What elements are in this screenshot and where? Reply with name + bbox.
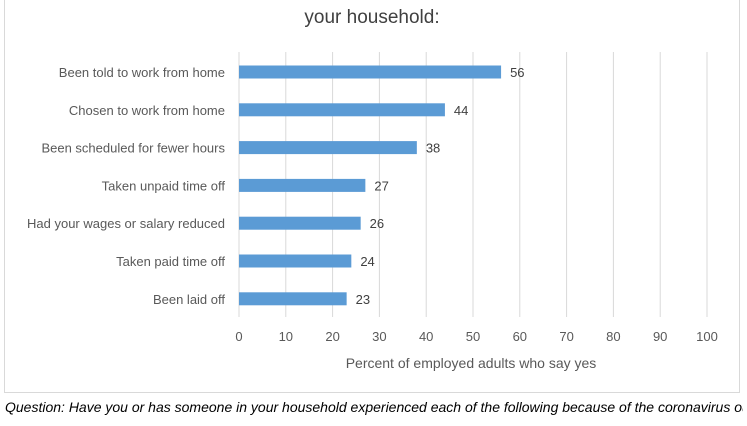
- x-axis-label: Percent of employed adults who say yes: [346, 355, 597, 371]
- data-label: 23: [356, 292, 370, 307]
- question-note: Question: Have you or has someone in you…: [5, 399, 743, 415]
- category-label: Been told to work from home: [59, 65, 225, 80]
- data-label: 56: [510, 65, 524, 80]
- bar: [239, 103, 445, 117]
- bar: [239, 292, 347, 306]
- x-tick-label: 80: [606, 329, 620, 344]
- bar: [239, 216, 361, 230]
- category-label: Chosen to work from home: [69, 103, 225, 118]
- category-label: Been laid off: [153, 292, 225, 307]
- data-label: 26: [370, 216, 384, 231]
- x-tick-label: 50: [466, 329, 480, 344]
- bar-chart: 56 44 38 27 26 24 23 Been told to work from ho…: [27, 52, 718, 371]
- data-label: 38: [426, 141, 440, 156]
- bar: [239, 254, 352, 268]
- bar: [239, 178, 366, 192]
- bar: [239, 141, 417, 155]
- x-tick-label: 40: [419, 329, 433, 344]
- x-tick-label: 20: [325, 329, 339, 344]
- category-label: Taken paid time off: [116, 254, 225, 269]
- bar: [239, 65, 502, 79]
- x-tick-label: 100: [696, 329, 718, 344]
- x-tick-label: 60: [513, 329, 527, 344]
- data-label: 24: [360, 254, 374, 269]
- data-label: 44: [454, 103, 468, 118]
- category-label: Had your wages or salary reduced: [27, 216, 225, 231]
- x-tick-label: 90: [653, 329, 667, 344]
- x-tick-label: 10: [279, 329, 293, 344]
- x-tick-label: 70: [559, 329, 573, 344]
- chart-title: your household:: [304, 7, 440, 28]
- data-label: 27: [374, 178, 388, 193]
- x-tick-label: 0: [235, 329, 242, 344]
- category-label: Taken unpaid time off: [102, 178, 226, 193]
- x-tick-label: 30: [372, 329, 386, 344]
- category-label: Been scheduled for fewer hours: [41, 141, 225, 156]
